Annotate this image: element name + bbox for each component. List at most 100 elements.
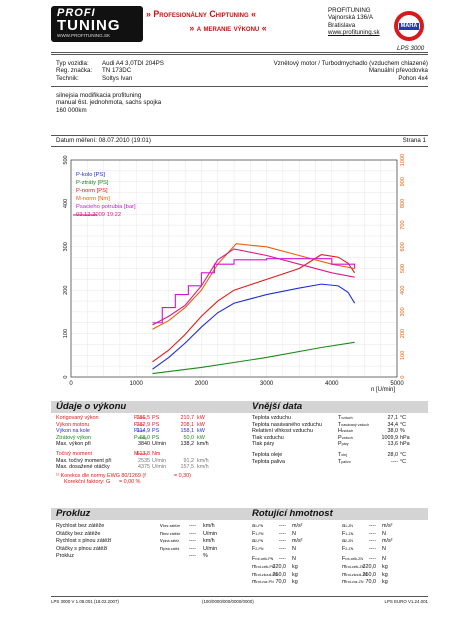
- mass-value: ----: [278, 538, 286, 545]
- page-number: Strana 1: [402, 137, 426, 144]
- series-line: [152, 283, 356, 370]
- torque-unit: U/min: [152, 464, 167, 471]
- logo: PROFI TUNING WWW.PROFITUNING.SK: [51, 6, 143, 42]
- mass-table: a1-PN ---- m/s² a1-ZN ---- m/s² F1-PN ---- N F1-Z…: [252, 523, 428, 587]
- table-row: Rychlost s plnou zátěží vplná zátěž ---- km…: [56, 538, 246, 546]
- prokluz-label: Otáčky s plnou zátěží: [56, 545, 108, 552]
- y-right-tick-label: 500: [400, 264, 406, 273]
- power-table: Korigovaný výkon Pnorm 286,5 PS 210,7 kW Výkon…: [56, 415, 246, 486]
- symbol-subscript: 1-PN: [255, 531, 264, 536]
- x-tick-label: 4000: [325, 381, 339, 387]
- mass-unit: m/s²: [292, 523, 303, 529]
- power-label: Výkon motoru: [56, 421, 90, 428]
- symbol-letter: P: [134, 421, 138, 428]
- power-label: Ztrátový výkon: [56, 434, 92, 441]
- symbol-subscript: rot-voz-PN: [256, 580, 274, 585]
- symbol-letter: T: [338, 421, 342, 428]
- torque-value: 4375: [138, 464, 150, 471]
- maha-logo-icon: [394, 11, 424, 41]
- y-right-tick-label: 800: [400, 199, 406, 208]
- table-row: Max. výkon při 3840 U/min 138,2 km/h: [56, 441, 246, 448]
- symbol: vbez zátěže: [160, 523, 180, 530]
- prokluz-value: ----: [188, 538, 196, 545]
- table-row: Prokluz ----%: [56, 553, 246, 561]
- x-tick-label: 2000: [195, 381, 209, 387]
- table-row: Frot-celk-PN ---- N Frot-celk-ZN ---- N: [252, 556, 428, 564]
- prokluz-section-title: Prokluz: [56, 508, 91, 519]
- logo-top-text: PROFI: [57, 7, 96, 19]
- prokluz-label: Prokluz: [56, 553, 74, 560]
- outside-value: 1009,9: [381, 434, 399, 441]
- symbol: Tvzduch: [338, 415, 353, 422]
- table-row: Korekční faktory: G = 0,00 %: [56, 479, 246, 486]
- symbol-letter: P: [338, 434, 342, 441]
- y-right-tick-label: 1000: [400, 154, 406, 166]
- y-right-tick-label: 600: [400, 242, 406, 251]
- mass-value: ----: [368, 523, 376, 529]
- prokluz-value: ----: [188, 545, 196, 552]
- mass-value: ----: [368, 556, 376, 563]
- reg-label: Reg. značka:: [56, 67, 93, 75]
- symbol-letter: F: [342, 556, 346, 563]
- table-row: a1-PN ---- m/s² a1-ZN ---- m/s²: [252, 523, 428, 531]
- lps-model: LPS 3000: [397, 45, 425, 52]
- symbol: Tpalivo: [338, 459, 351, 466]
- y-left-tick-label: 400: [63, 199, 69, 208]
- tech-value: Soltys Ivan: [102, 74, 133, 82]
- mass-unit: N: [292, 545, 296, 552]
- y-right-tick-label: 300: [400, 307, 406, 316]
- symbol-letter: m: [342, 579, 347, 586]
- table-row: F1-PN ---- N F1-ZN ---- N: [252, 531, 428, 539]
- mass-unit: m/s²: [382, 538, 393, 545]
- symbol-subscript: mot: [137, 422, 144, 427]
- symbol: F1-PN: [252, 531, 264, 538]
- symbol: mrot-celk-ZN: [342, 564, 364, 571]
- table-row: Teplota paliva Tpalivo ---- °C: [252, 459, 428, 466]
- outside-unit: °C: [400, 458, 407, 465]
- symbol: vplná zátěž: [160, 538, 179, 545]
- power-unit-ps: PS: [152, 415, 160, 421]
- table-row: Korigovaný výkon Pnorm 286,5 PS 210,7 kW: [56, 415, 246, 422]
- symbol-letter: F: [252, 530, 256, 537]
- mass-value: ----: [368, 530, 376, 537]
- outside-value: 28,0: [387, 451, 399, 458]
- mass-unit: kg: [292, 579, 298, 586]
- vehicle-info: Typ vozidla: Audi A4 3,0TDI 204PS Reg. zn…: [56, 60, 164, 82]
- mass-value: 250,0: [362, 571, 377, 578]
- outside-table: Teplota vzduchu Tvzduch 27,1 °C Teplota nasá…: [252, 415, 428, 465]
- symbol: mrot-voz-PN: [252, 579, 274, 586]
- torque-value: 2535: [138, 457, 150, 464]
- mass-section-title: Rotující hmotnost: [252, 508, 333, 519]
- symbol: a1-ZN: [342, 523, 353, 530]
- outside-unit: hPa: [400, 441, 410, 448]
- mass-unit: kg: [382, 571, 388, 578]
- prokluz-value: ----: [188, 530, 196, 537]
- type-value: Audi A4 3,0TDI 204PS: [102, 60, 164, 67]
- symbol: mrot-celk-PN: [252, 564, 274, 571]
- symbol-letter: m: [252, 579, 257, 586]
- power-unit-kw: kW: [197, 434, 205, 441]
- prokluz-label: Otáčky bez zátěže: [56, 530, 101, 537]
- symbol-letter: F: [252, 545, 256, 552]
- outside-unit: °C: [400, 415, 407, 421]
- symbol: mrot-zkouš-PN: [252, 572, 277, 579]
- company-address: PROFITUNING Vajnorská 136/A Bratislava w…: [328, 7, 380, 37]
- table-row: Výkon motoru Pmot 282,9 PS 208,1 kW: [56, 422, 246, 429]
- symbol: mrot-voz-ZN: [342, 579, 363, 586]
- symbol-letter: v: [160, 523, 163, 529]
- symbol: F1-ZN: [342, 531, 353, 538]
- symbol-subscript: rot-zkouš-ZN: [346, 572, 368, 577]
- symbol-subscript: olej: [341, 452, 347, 457]
- table-row: a2-PN ---- m/s² a2-ZN ---- m/s²: [252, 538, 428, 546]
- power-value-ps: 282,9: [136, 421, 151, 428]
- power-torque-chart: 0 1000 2000 3000 4000 50000100200300400500010…: [63, 154, 406, 393]
- company-name: PROFITUNING: [328, 7, 371, 14]
- series-line: [152, 248, 355, 326]
- outside-value: 34,4: [387, 421, 399, 428]
- y-right-tick-label: 0: [400, 375, 406, 378]
- prokluz-table: Rychlost bez zátěže vbez zátěže ---- km/h Ot…: [56, 523, 246, 561]
- x-tick-label: 0: [69, 381, 73, 387]
- outside-unit: °C: [400, 451, 407, 458]
- symbol-subscript: plná zátěž: [162, 539, 180, 544]
- reg-value: TN 173DC: [102, 67, 132, 75]
